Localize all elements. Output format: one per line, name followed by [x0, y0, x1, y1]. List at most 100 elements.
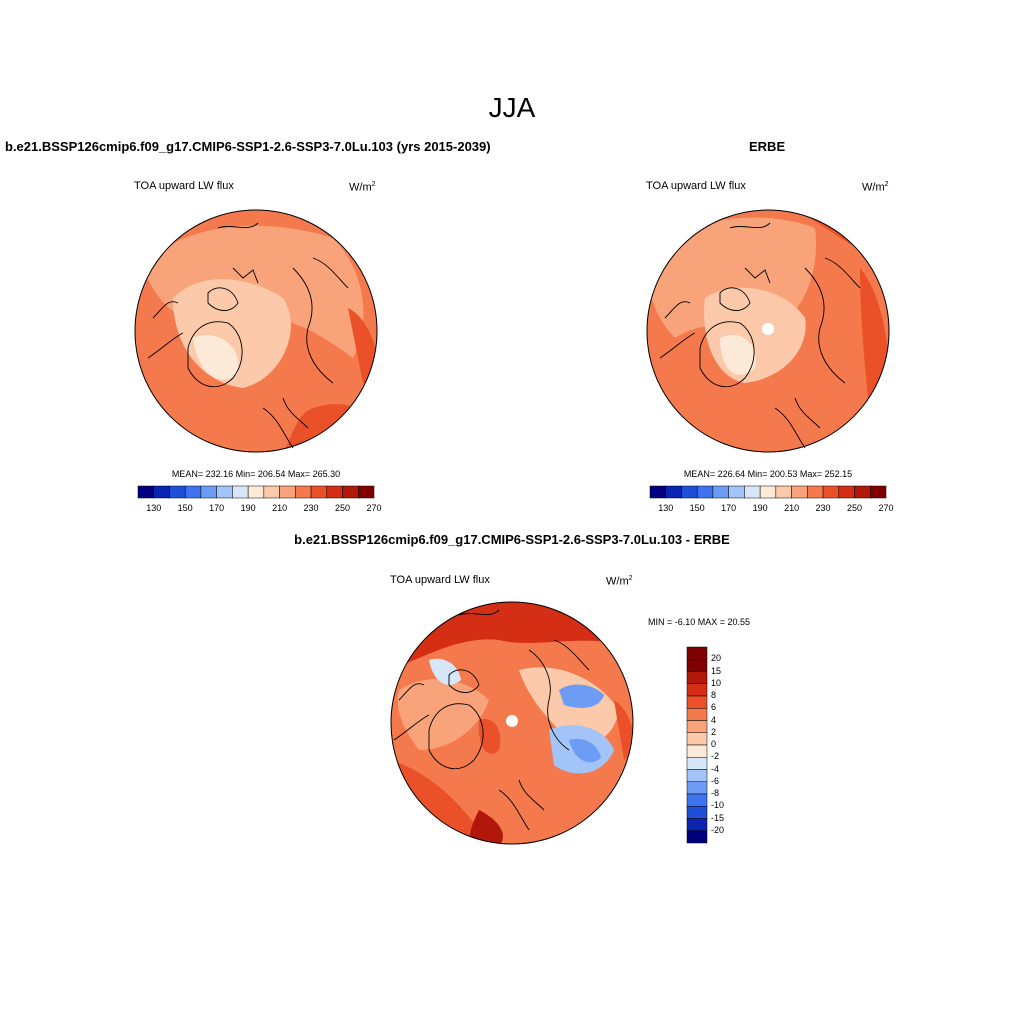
- colorbar-swatch: [744, 485, 761, 499]
- colorbar-swatch: [247, 485, 265, 499]
- colorbar-swatch: [153, 485, 170, 499]
- diff-variable-label: TOA upward LW flux: [390, 574, 490, 586]
- colorbar-tick-label: -2: [711, 751, 720, 762]
- panel-2-colorbar-labels: 130 150 170 190 210 230 250 270: [650, 503, 893, 515]
- colorbar-tick-label: 8: [711, 690, 717, 700]
- colorbar-tick-label: 270: [878, 503, 894, 513]
- diff-units: W/m2: [606, 575, 633, 588]
- colorbar-tick-label: 250: [335, 503, 351, 513]
- colorbar-swatch: [696, 485, 714, 499]
- colorbar-tick-label: 10: [711, 677, 722, 688]
- colorbar-swatch: [686, 806, 708, 819]
- colorbar-swatch: [686, 659, 708, 672]
- colorbar-tick-label: 190: [752, 503, 768, 513]
- colorbar-swatch: [807, 485, 824, 499]
- colorbar-swatch: [263, 485, 280, 499]
- colorbar-swatch: [665, 485, 682, 499]
- colorbar-swatch: [822, 485, 840, 499]
- colorbar-tick-label: 210: [784, 503, 800, 513]
- colorbar-tick-label: 6: [711, 702, 717, 713]
- panel-1-colorbar: [137, 485, 375, 499]
- colorbar-tick-label: 190: [240, 503, 256, 513]
- colorbar-tick-label: 2: [711, 726, 717, 737]
- colorbar-tick-label: 150: [177, 503, 193, 513]
- panel-1-polar-map: [134, 209, 378, 453]
- colorbar-swatch: [232, 485, 249, 499]
- colorbar-swatch: [791, 485, 808, 499]
- diff-colorbar: [686, 646, 708, 844]
- colorbar-swatch: [649, 485, 666, 499]
- panel-2-variable-label: TOA upward LW flux: [646, 180, 746, 192]
- colorbar-swatch: [686, 671, 708, 684]
- colorbar-tick-label: 170: [209, 503, 225, 513]
- colorbar-tick-label: -10: [711, 800, 725, 811]
- colorbar-tick-label: -20: [711, 824, 725, 835]
- panel-2-colorbar: [649, 485, 887, 499]
- panel-2-title: ERBE: [749, 139, 786, 154]
- colorbar-tick-label: 270: [366, 503, 382, 513]
- colorbar-swatch: [279, 485, 296, 499]
- colorbar-swatch: [200, 485, 217, 499]
- panel-1-title: b.e21.BSSP126cmip6.f09_g17.CMIP6-SSP1-2.…: [5, 139, 491, 154]
- colorbar-tick-label: 250: [847, 503, 863, 513]
- colorbar-swatch: [184, 485, 202, 499]
- panel-1-colorbar-labels: 130 150 170 190 210 230 250 270: [138, 503, 381, 515]
- diff-minmax: MIN = -6.10 MAX = 20.55: [648, 617, 751, 627]
- panel-2-pole-hole: [762, 323, 774, 335]
- colorbar-tick-label: -8: [711, 788, 720, 798]
- colorbar-swatch: [759, 485, 777, 499]
- colorbar-tick-label: 150: [689, 503, 705, 513]
- colorbar-swatch: [686, 683, 708, 697]
- colorbar-swatch: [686, 818, 708, 831]
- diff-title: b.e21.BSSP126cmip6.f09_g17.CMIP6-SSP1-2.…: [294, 532, 730, 547]
- diff-polar-map: [390, 601, 634, 845]
- figure-title: JJA: [488, 92, 536, 123]
- colorbar-swatch: [137, 485, 154, 499]
- colorbar-tick-label: 210: [272, 503, 288, 513]
- panel-2-units: W/m2: [862, 181, 889, 194]
- colorbar-tick-label: 130: [658, 503, 674, 513]
- panel-1-units: W/m2: [349, 181, 376, 194]
- colorbar-swatch: [295, 485, 312, 499]
- colorbar-swatch: [686, 793, 708, 807]
- colorbar-swatch: [870, 485, 887, 499]
- colorbar-tick-label: 230: [303, 503, 319, 513]
- colorbar-swatch: [712, 485, 729, 499]
- colorbar-swatch: [686, 732, 708, 746]
- colorbar-tick-label: 4: [711, 714, 717, 725]
- colorbar-swatch: [686, 744, 708, 758]
- diff-colorbar-labels: 20 15 10 8 6 4 2 0 -2 -4 -6 -8 -10 -15 -20: [711, 647, 751, 843]
- colorbar-swatch: [686, 830, 708, 844]
- colorbar-swatch: [342, 485, 359, 499]
- colorbar-swatch: [686, 720, 708, 733]
- colorbar-tick-label: 170: [721, 503, 737, 513]
- colorbar-swatch: [216, 485, 233, 499]
- colorbar-tick-label: -4: [711, 763, 720, 774]
- diff-pole-hole: [506, 715, 518, 727]
- panel-1-variable-label: TOA upward LW flux: [134, 180, 234, 192]
- colorbar-swatch: [310, 485, 328, 499]
- panel-1-stats: MEAN= 232.16 Min= 206.54 Max= 265.30: [171, 469, 341, 479]
- colorbar-swatch: [854, 485, 871, 499]
- colorbar-swatch: [838, 485, 855, 499]
- panel-2-stats: MEAN= 226.64 Min= 200.53 Max= 252.15: [683, 469, 853, 479]
- colorbar-swatch: [686, 757, 708, 770]
- colorbar-tick-label: 20: [711, 653, 722, 664]
- colorbar-tick-label: 0: [711, 739, 717, 749]
- colorbar-swatch: [686, 708, 708, 721]
- colorbar-tick-label: -6: [711, 775, 720, 786]
- panel-2-polar-map: [646, 209, 890, 453]
- colorbar-swatch: [326, 485, 343, 499]
- colorbar-swatch: [686, 695, 708, 709]
- colorbar-swatch: [686, 769, 708, 782]
- colorbar-swatch: [681, 485, 698, 499]
- colorbar-tick-label: 15: [711, 665, 722, 676]
- colorbar-tick-label: 130: [146, 503, 162, 513]
- colorbar-swatch: [686, 781, 708, 795]
- colorbar-swatch: [686, 646, 708, 660]
- colorbar-swatch: [775, 485, 792, 499]
- colorbar-swatch: [169, 485, 186, 499]
- colorbar-tick-label: -15: [711, 812, 725, 823]
- colorbar-swatch: [728, 485, 745, 499]
- colorbar-tick-label: 230: [815, 503, 831, 513]
